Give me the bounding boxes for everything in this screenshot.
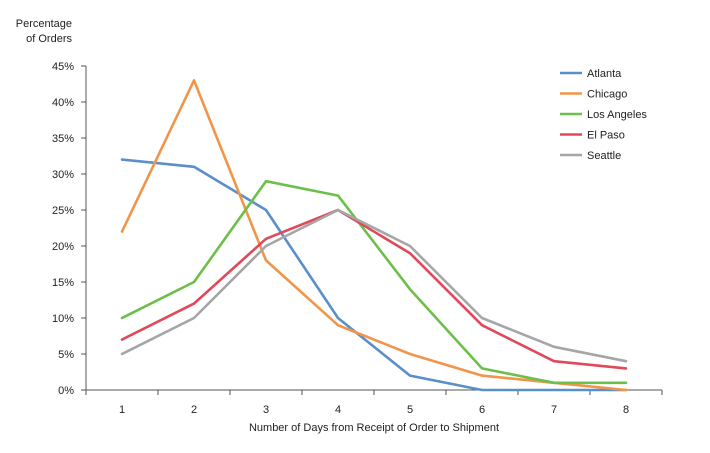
- y-tick-label: 10%: [52, 313, 74, 325]
- x-tick-label: 3: [263, 404, 269, 416]
- legend-label-chicago: Chicago: [587, 89, 627, 101]
- x-axis-label: Number of Days from Receipt of Order to …: [249, 422, 499, 434]
- y-tick-label: 15%: [52, 277, 74, 289]
- x-tick-label: 4: [335, 404, 341, 416]
- y-tick-label: 45%: [52, 61, 74, 73]
- legend-label-atlanta: Atlanta: [587, 68, 622, 80]
- x-tick-label: 6: [479, 404, 485, 416]
- x-tick-label: 1: [119, 404, 125, 416]
- y-tick-label: 30%: [52, 169, 74, 181]
- y-axis-ticks: 0% 5% 10% 15% 20% 25% 30% 35% 40% 45%: [52, 61, 86, 397]
- series-lines: [120, 79, 628, 392]
- y-axis-label-line-2: of Orders: [26, 33, 72, 45]
- legend-label-los-angeles: Los Angeles: [587, 109, 647, 121]
- x-tick-label: 2: [191, 404, 197, 416]
- series-line-atlanta: [120, 158, 628, 392]
- y-tick-label: 40%: [52, 97, 74, 109]
- y-tick-label: 0%: [58, 385, 74, 397]
- series-line-los-angeles: [120, 179, 628, 385]
- legend-label-seattle: Seattle: [587, 150, 621, 162]
- legend-label-el-paso: El Paso: [587, 130, 625, 142]
- y-axis-label-line-1: Percentage: [16, 18, 72, 30]
- y-tick-label: 35%: [52, 133, 74, 145]
- y-tick-label: 25%: [52, 205, 74, 217]
- legend: Atlanta Chicago Los Angeles El Paso Seattle: [560, 68, 647, 162]
- y-tick-label: 5%: [58, 349, 74, 361]
- y-axis-label: Percentage of Orders: [16, 18, 73, 45]
- x-axis-ticks: 1 2 3 4 5 6 7 8: [85, 390, 663, 416]
- y-tick-label: 20%: [52, 241, 74, 253]
- x-tick-label: 5: [407, 404, 413, 416]
- x-tick-label: 8: [623, 404, 629, 416]
- series-line-chicago: [120, 79, 628, 392]
- x-tick-label: 7: [551, 404, 557, 416]
- series-line-el-paso: [120, 208, 628, 370]
- series-line-seattle: [120, 208, 628, 363]
